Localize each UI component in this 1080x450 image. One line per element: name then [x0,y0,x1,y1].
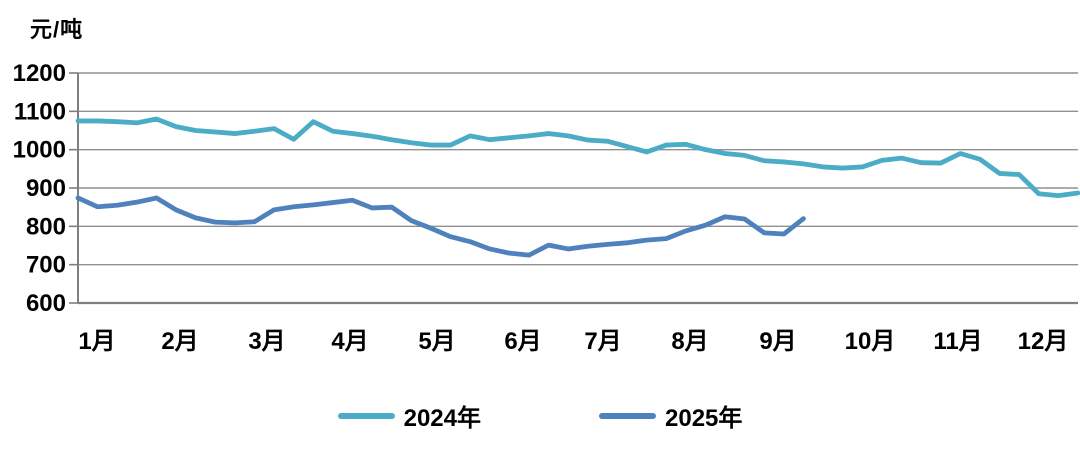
x-tick-label: 3月 [248,328,285,355]
x-tick-label: 2月 [161,328,198,355]
x-tick-label: 4月 [331,328,368,355]
legend-label-2025: 2025年 [665,405,743,432]
legend-label-2024: 2024年 [403,405,481,432]
legend: 2024年 2025年 [0,398,1080,433]
x-tick-label: 11月 [933,328,982,355]
series-line-2024 [75,116,1080,199]
x-tick-label: 10月 [845,328,896,355]
y-tick-label: 1000 [13,137,66,164]
legend-swatch-2025-line [599,412,656,419]
y-tick-label: 600 [26,290,66,317]
legend-item-2024: 2024年 [337,398,481,433]
legend-swatch-2024-line [337,412,395,419]
x-tick-label: 8月 [671,328,708,355]
y-tick-label: 700 [26,252,66,279]
y-tick-label: 800 [26,213,66,240]
x-tick-label: 9月 [759,328,796,355]
y-axis-unit-label: 元/吨 [30,17,84,42]
y-tick-label: 1100 [14,98,66,125]
x-tick-label: 12月 [1018,328,1069,355]
y-tick-label: 900 [26,175,66,202]
legend-item-2025: 2025年 [599,398,742,433]
x-tick-label: 1月 [78,328,115,355]
x-tick-label: 7月 [584,328,621,355]
series-line-2025 [75,195,806,258]
x-tick-label: 6月 [504,328,541,355]
x-tick-label: 5月 [418,328,455,355]
y-tick-label: 1200 [13,60,66,87]
